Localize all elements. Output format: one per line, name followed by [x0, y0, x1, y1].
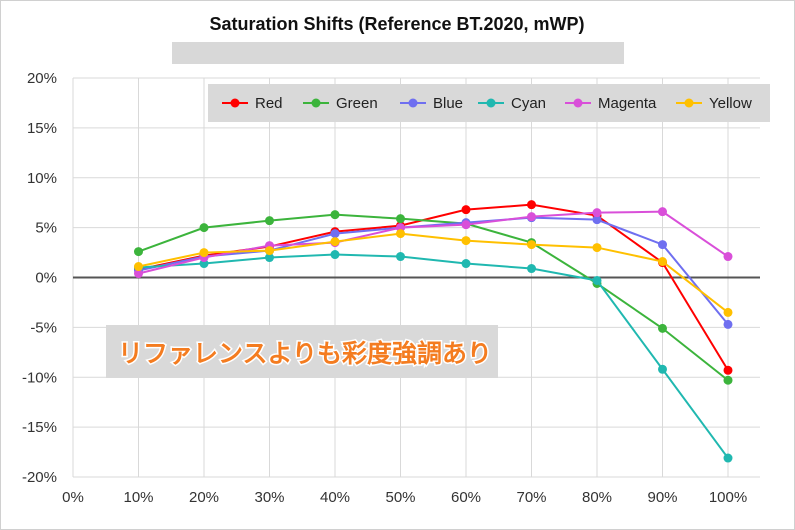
- data-point: [330, 237, 340, 247]
- x-tick-label: 60%: [451, 489, 481, 506]
- x-tick-label: 90%: [647, 489, 677, 506]
- legend-marker: [486, 98, 496, 108]
- y-tick-label: 0%: [35, 270, 57, 287]
- data-point: [592, 208, 602, 218]
- data-point: [134, 247, 143, 257]
- data-point: [265, 246, 274, 256]
- data-point: [658, 257, 667, 267]
- data-point: [658, 240, 667, 250]
- x-tick-label: 10%: [123, 489, 153, 506]
- data-point: [723, 365, 733, 375]
- data-point: [199, 248, 209, 258]
- data-point: [592, 215, 602, 225]
- data-point: [265, 253, 274, 263]
- data-point: [592, 275, 602, 285]
- x-tick-label: 80%: [582, 489, 612, 506]
- annotation-box: リファレンスよりも彩度強調あり: [106, 325, 498, 378]
- data-point: [527, 264, 536, 274]
- data-point: [592, 243, 602, 253]
- data-point: [527, 200, 536, 210]
- legend-item-red: Red: [222, 95, 283, 112]
- x-tick-label: 70%: [516, 489, 546, 506]
- x-tick-label: 100%: [709, 489, 747, 506]
- data-point: [723, 319, 733, 329]
- data-point: [134, 262, 143, 272]
- series-line: [138, 253, 729, 459]
- data-point: [461, 205, 471, 215]
- legend: Red Green Blue Cyan Magenta Yellow: [208, 84, 770, 122]
- data-point: [330, 250, 340, 260]
- data-point: [134, 269, 143, 279]
- data-point: [461, 259, 471, 269]
- legend-label: Green: [336, 95, 378, 112]
- data-point: [330, 210, 340, 220]
- data-point: [658, 323, 667, 333]
- legend-label: Blue: [433, 95, 463, 112]
- data-point: [723, 252, 733, 262]
- data-point: [396, 229, 405, 239]
- data-point: [199, 223, 209, 233]
- legend-label: Red: [255, 95, 283, 112]
- y-tick-label: -5%: [30, 319, 57, 336]
- series-line: [138, 232, 729, 314]
- x-tick-label: 20%: [189, 489, 219, 506]
- y-tick-label: -15%: [22, 419, 57, 436]
- legend-item-blue: Blue: [400, 95, 463, 112]
- legend-marker: [573, 98, 583, 108]
- data-point: [658, 207, 667, 217]
- y-tick-label: 5%: [35, 220, 57, 237]
- data-point: [527, 212, 536, 222]
- data-point: [396, 252, 405, 262]
- legend-item-magenta: Magenta: [565, 95, 657, 112]
- x-tick-label: 0%: [62, 489, 84, 506]
- data-point: [461, 236, 471, 246]
- data-point: [723, 453, 733, 463]
- legend-label: Magenta: [598, 95, 657, 112]
- y-tick-label: 20%: [27, 70, 57, 87]
- data-point: [396, 214, 405, 224]
- legend-marker: [230, 98, 240, 108]
- data-point: [330, 229, 340, 239]
- x-tick-label: 50%: [385, 489, 415, 506]
- series-line: [138, 213, 729, 382]
- data-point: [461, 220, 471, 230]
- y-tick-label: 10%: [27, 170, 57, 187]
- x-tick-label: 40%: [320, 489, 350, 506]
- data-point: [723, 307, 733, 317]
- legend-item-cyan: Cyan: [478, 95, 546, 112]
- chart-title: Saturation Shifts (Reference BT.2020, mW…: [209, 14, 584, 34]
- data-point: [265, 216, 274, 226]
- y-tick-label: -10%: [22, 369, 57, 386]
- data-point: [723, 375, 733, 385]
- legend-label: Cyan: [511, 95, 546, 112]
- x-tick-label: 30%: [254, 489, 284, 506]
- series-yellow: [134, 229, 733, 317]
- data-point: [658, 364, 667, 374]
- y-tick-label: -20%: [22, 469, 57, 486]
- legend-marker: [311, 98, 321, 108]
- legend-item-yellow: Yellow: [676, 95, 752, 112]
- annotation-text: リファレンスよりも彩度強調あり: [118, 339, 492, 368]
- data-point: [527, 240, 536, 250]
- legend-marker: [684, 98, 694, 108]
- y-tick-label: 15%: [27, 120, 57, 137]
- legend-label: Yellow: [709, 95, 752, 112]
- blurred-subtitle: [172, 42, 624, 64]
- legend-item-green: Green: [303, 95, 378, 112]
- legend-marker: [408, 98, 418, 108]
